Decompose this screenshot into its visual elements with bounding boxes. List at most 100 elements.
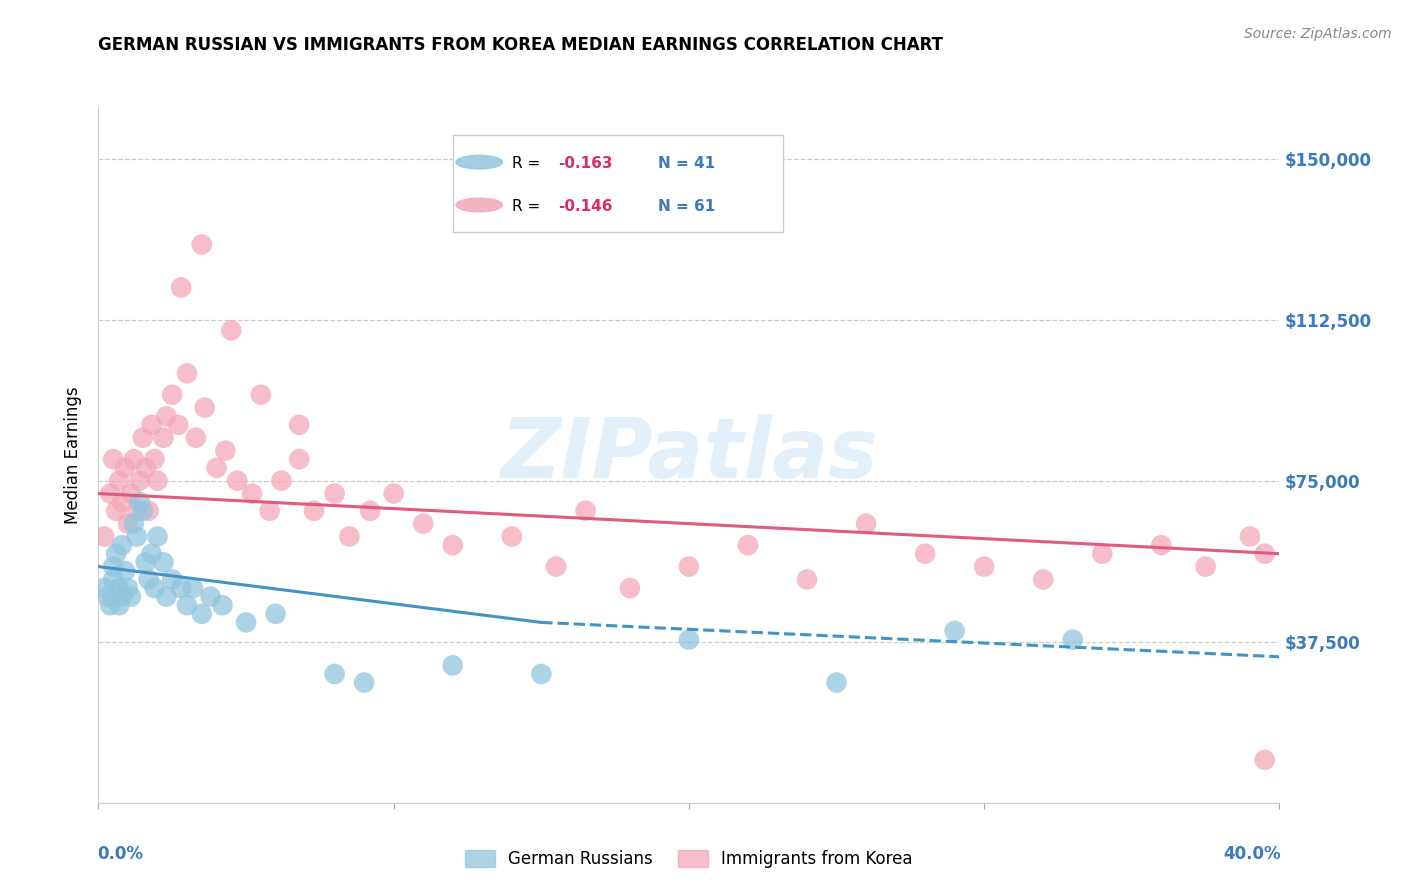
Text: R =: R = [512, 156, 546, 171]
Point [114, 564, 136, 578]
Point [323, 667, 346, 681]
Point [96, 590, 118, 604]
Point [678, 632, 700, 647]
Point [103, 452, 125, 467]
Point [194, 401, 217, 415]
Point [240, 486, 263, 500]
Point [170, 280, 193, 294]
Point [191, 237, 214, 252]
Point [122, 452, 145, 467]
Point [339, 529, 360, 543]
Point [170, 581, 193, 595]
Point [184, 431, 207, 445]
Point [191, 607, 214, 621]
Point [132, 431, 155, 445]
Point [125, 529, 148, 543]
Point [501, 529, 523, 543]
Point [288, 417, 311, 432]
Point [114, 460, 136, 475]
Point [176, 367, 198, 381]
Point [619, 581, 641, 595]
Point [135, 555, 157, 569]
Point [264, 607, 287, 621]
Point [176, 599, 198, 613]
Circle shape [456, 155, 502, 169]
Text: Source: ZipAtlas.com: Source: ZipAtlas.com [1244, 27, 1392, 41]
Text: R =: R = [512, 199, 546, 214]
Point [93, 581, 115, 595]
Point [943, 624, 966, 638]
Point [353, 675, 375, 690]
Legend: German Russians, Immigrants from Korea: German Russians, Immigrants from Korea [458, 843, 920, 874]
Point [120, 486, 142, 500]
Point [135, 460, 157, 475]
Point [1062, 632, 1084, 647]
Text: 40.0%: 40.0% [1223, 845, 1281, 863]
Point [105, 547, 128, 561]
Point [302, 504, 325, 518]
Point [1150, 538, 1173, 552]
Point [111, 538, 134, 552]
Point [1195, 559, 1218, 574]
Point [143, 581, 166, 595]
Point [141, 417, 163, 432]
Y-axis label: Median Earnings: Median Earnings [65, 386, 83, 524]
Point [678, 559, 700, 574]
Text: GERMAN RUSSIAN VS IMMIGRANTS FROM KOREA MEDIAN EARNINGS CORRELATION CHART: GERMAN RUSSIAN VS IMMIGRANTS FROM KOREA … [98, 36, 943, 54]
Point [146, 474, 169, 488]
Point [117, 581, 139, 595]
Point [323, 486, 346, 500]
Text: N = 41: N = 41 [658, 156, 714, 171]
Point [132, 504, 155, 518]
Point [546, 559, 568, 574]
Point [914, 547, 936, 561]
Point [138, 573, 160, 587]
Point [1091, 547, 1114, 561]
Text: N = 61: N = 61 [658, 199, 716, 214]
Point [162, 573, 183, 587]
Point [1254, 547, 1277, 561]
Point [530, 667, 553, 681]
Point [138, 504, 160, 518]
Point [152, 555, 174, 569]
Point [1032, 573, 1054, 587]
Point [152, 431, 174, 445]
Point [108, 581, 131, 595]
Point [359, 504, 381, 518]
Point [120, 590, 142, 604]
Point [146, 529, 169, 543]
Point [412, 516, 434, 531]
Point [288, 452, 311, 467]
Point [128, 474, 150, 488]
Point [128, 495, 150, 509]
Point [155, 590, 177, 604]
Point [441, 658, 464, 673]
Point [181, 581, 204, 595]
Point [382, 486, 405, 500]
Text: ZIPatlas: ZIPatlas [501, 415, 877, 495]
Point [270, 474, 292, 488]
Point [219, 323, 242, 337]
Point [125, 504, 148, 518]
Point [855, 516, 877, 531]
Text: -0.163: -0.163 [558, 156, 613, 171]
Point [108, 474, 131, 488]
Point [141, 547, 163, 561]
Point [122, 516, 145, 531]
Point [259, 504, 281, 518]
Point [574, 504, 596, 518]
Point [250, 388, 273, 402]
Point [825, 675, 848, 690]
Circle shape [456, 198, 502, 211]
Point [1239, 529, 1261, 543]
Point [98, 486, 121, 500]
Point [111, 495, 134, 509]
Point [105, 504, 128, 518]
Point [117, 516, 139, 531]
Point [103, 573, 125, 587]
Point [1254, 753, 1277, 767]
Point [211, 599, 233, 613]
Point [108, 599, 131, 613]
Point [441, 538, 464, 552]
Point [796, 573, 818, 587]
